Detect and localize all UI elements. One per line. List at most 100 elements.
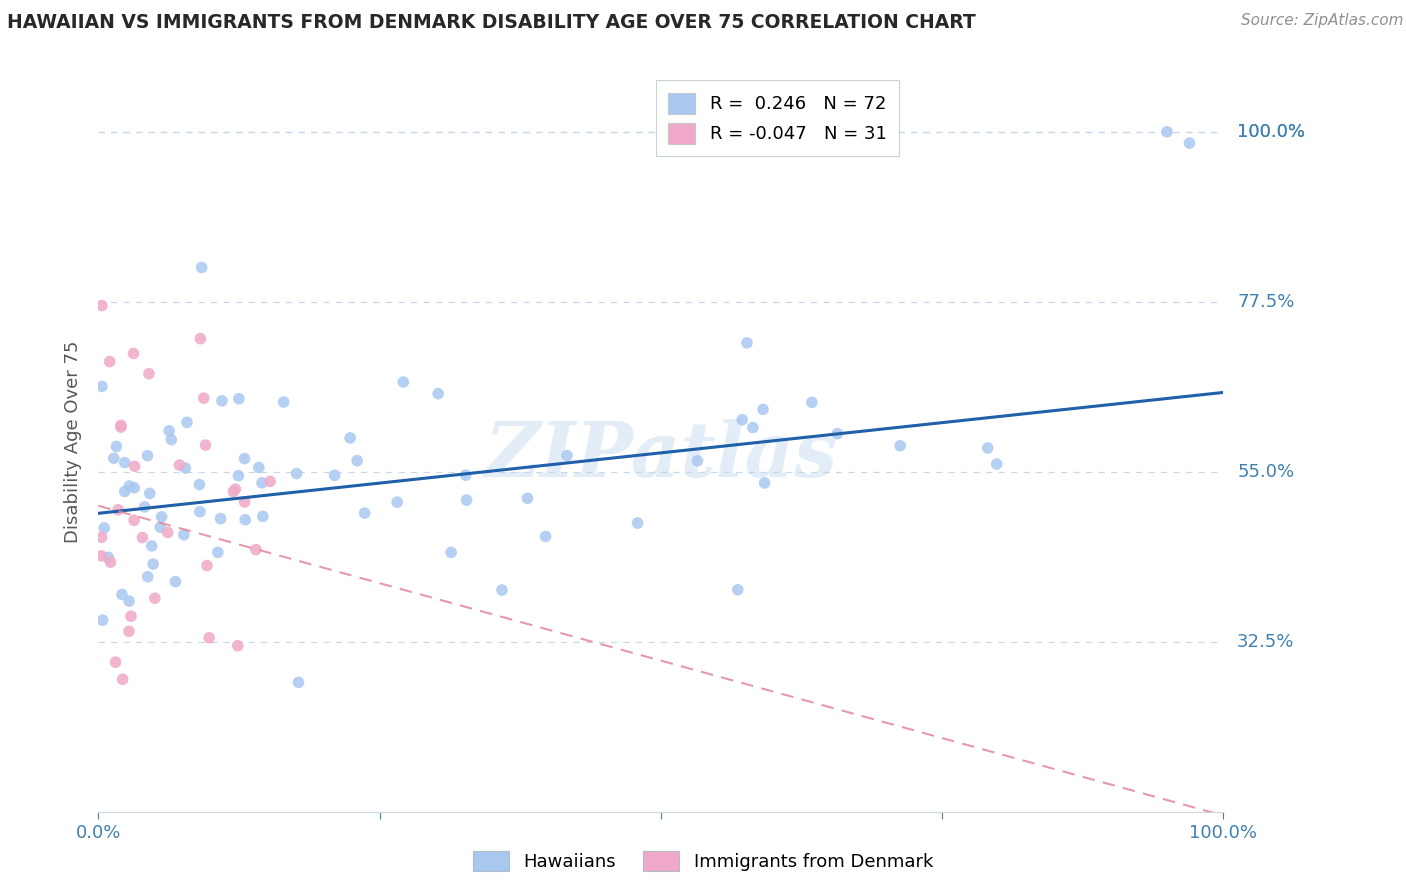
Point xyxy=(122,346,145,360)
Point xyxy=(160,433,183,447)
Point xyxy=(491,582,513,597)
Point xyxy=(209,511,232,525)
Point xyxy=(228,468,250,483)
Point xyxy=(142,557,165,571)
Point xyxy=(800,395,823,409)
Point xyxy=(233,513,256,527)
Legend: Hawaiians, Immigrants from Denmark: Hawaiians, Immigrants from Denmark xyxy=(465,844,941,879)
Point xyxy=(889,439,911,453)
Point xyxy=(157,424,180,438)
Text: Source: ZipAtlas.com: Source: ZipAtlas.com xyxy=(1240,13,1403,29)
Text: 77.5%: 77.5% xyxy=(1237,293,1295,310)
Point xyxy=(211,393,233,408)
Point xyxy=(555,449,578,463)
Point xyxy=(131,531,153,545)
Point xyxy=(194,438,217,452)
Point xyxy=(103,451,125,466)
Point xyxy=(233,495,256,509)
Point xyxy=(111,673,134,687)
Point xyxy=(141,539,163,553)
Point xyxy=(90,299,112,313)
Point xyxy=(686,454,709,468)
Text: 32.5%: 32.5% xyxy=(1237,632,1295,651)
Point xyxy=(827,426,849,441)
Point xyxy=(228,392,250,406)
Point xyxy=(986,457,1008,471)
Point xyxy=(122,513,145,527)
Point xyxy=(198,631,221,645)
Point xyxy=(353,506,375,520)
Point xyxy=(456,493,478,508)
Text: 100.0%: 100.0% xyxy=(1237,123,1305,141)
Point xyxy=(195,558,218,573)
Point xyxy=(273,395,295,409)
Point xyxy=(97,550,120,565)
Point xyxy=(91,613,114,627)
Point xyxy=(193,391,215,405)
Point xyxy=(285,467,308,481)
Point xyxy=(134,500,156,514)
Point xyxy=(118,479,141,493)
Point xyxy=(534,529,557,543)
Point xyxy=(339,431,361,445)
Text: 100.0%: 100.0% xyxy=(1237,123,1305,141)
Point xyxy=(259,475,281,489)
Point xyxy=(118,624,141,639)
Point xyxy=(139,486,162,500)
Point xyxy=(245,542,267,557)
Point xyxy=(977,441,1000,455)
Point xyxy=(233,451,256,466)
Point xyxy=(93,521,115,535)
Point xyxy=(226,639,249,653)
Point xyxy=(626,516,648,530)
Point xyxy=(169,458,191,472)
Point xyxy=(136,449,159,463)
Point xyxy=(98,354,121,368)
Point xyxy=(222,484,245,499)
Point xyxy=(105,440,128,454)
Point xyxy=(427,386,450,401)
Point xyxy=(136,570,159,584)
Point xyxy=(114,456,136,470)
Point xyxy=(176,416,198,430)
Point xyxy=(252,509,274,524)
Point xyxy=(735,335,758,350)
Point xyxy=(752,402,775,417)
Point xyxy=(741,420,763,434)
Point xyxy=(114,484,136,499)
Point xyxy=(122,481,145,495)
Y-axis label: Disability Age Over 75: Disability Age Over 75 xyxy=(63,340,82,543)
Legend: R =  0.246   N = 72, R = -0.047   N = 31: R = 0.246 N = 72, R = -0.047 N = 31 xyxy=(655,80,900,156)
Point xyxy=(173,528,195,542)
Point xyxy=(247,460,270,475)
Point xyxy=(104,655,127,669)
Point xyxy=(156,525,179,540)
Point xyxy=(138,367,160,381)
Point xyxy=(150,509,173,524)
Text: HAWAIIAN VS IMMIGRANTS FROM DENMARK DISABILITY AGE OVER 75 CORRELATION CHART: HAWAIIAN VS IMMIGRANTS FROM DENMARK DISA… xyxy=(7,13,976,32)
Point xyxy=(120,609,142,624)
Point xyxy=(165,574,187,589)
Point xyxy=(1178,136,1201,150)
Point xyxy=(346,453,368,467)
Point xyxy=(124,459,146,474)
Point xyxy=(727,582,749,597)
Point xyxy=(110,418,132,433)
Point xyxy=(190,332,212,346)
Point xyxy=(90,549,112,563)
Point xyxy=(440,545,463,559)
Point xyxy=(454,468,477,483)
Point xyxy=(174,461,197,475)
Point xyxy=(110,420,132,434)
Point xyxy=(149,520,172,534)
Text: ZIPatlas: ZIPatlas xyxy=(484,419,838,493)
Point xyxy=(516,491,538,506)
Point xyxy=(143,591,166,606)
Point xyxy=(224,482,246,496)
Point xyxy=(392,375,415,389)
Point xyxy=(250,475,273,490)
Point xyxy=(188,477,211,491)
Point xyxy=(287,675,309,690)
Text: 55.0%: 55.0% xyxy=(1237,463,1295,481)
Point xyxy=(111,587,134,601)
